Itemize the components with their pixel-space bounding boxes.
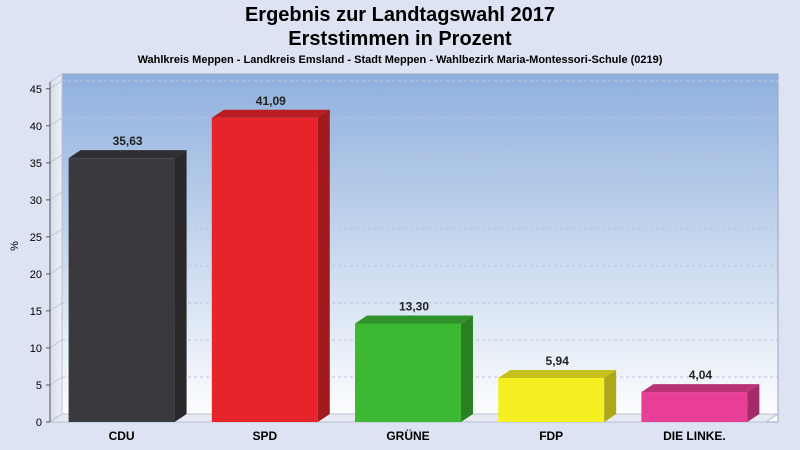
grid-line-wall (49, 191, 63, 201)
x-tick-label: FDP (539, 429, 563, 443)
y-tick-label: 0 (36, 417, 42, 429)
chart-subtitle: Erststimmen in Prozent (288, 28, 512, 50)
x-tick-label: DIE LINKE. (663, 429, 726, 443)
y-tick-label: 30 (30, 195, 42, 207)
bar-front (68, 158, 175, 422)
bar-side (604, 370, 617, 422)
grid-line-wall (49, 265, 63, 275)
grid-line-wall (49, 80, 63, 90)
x-tick-label: SPD (252, 429, 277, 443)
bar-value-label: 5,94 (546, 354, 570, 368)
bar-fdp: 5,94 (498, 354, 617, 422)
bar-top (498, 370, 617, 379)
y-tick-label: 25 (30, 232, 42, 244)
bar-front (211, 117, 318, 422)
x-tick-label: GRÜNE (386, 428, 429, 443)
x-tick-label: CDU (109, 429, 135, 443)
bar-value-label: 41,09 (256, 94, 286, 108)
bar-gr-ne: 13,30 (355, 300, 473, 422)
bar-side (174, 150, 187, 422)
y-tick-label: 35 (30, 158, 42, 170)
plot-left-wall (49, 73, 63, 423)
chart-title: Ergebnis zur Landtagswahl 2017 (244, 4, 556, 26)
bar-value-label: 13,30 (399, 300, 429, 314)
bar-die-linke: 4,04 (641, 368, 760, 422)
bar-value-label: 4,04 (689, 368, 713, 382)
bar-side (460, 315, 473, 422)
grid-lines (49, 80, 778, 386)
bar-top (211, 109, 330, 118)
bars: 35,63 41,09 13,30 5,94 4,04 (68, 94, 760, 422)
grid-line-wall (49, 339, 63, 349)
bar-top (355, 315, 473, 324)
bar-top (641, 384, 760, 393)
y-tick-label: 45 (30, 84, 42, 96)
grid-line-wall (49, 302, 63, 312)
bar-value-label: 35,63 (113, 134, 143, 148)
grid-line-wall (49, 376, 63, 386)
y-tick-label: 15 (30, 306, 42, 318)
y-tick-label: 10 (30, 343, 42, 355)
grid-line-wall (49, 228, 63, 238)
grid-line-wall (49, 117, 63, 127)
chart-caption: Wahlkreis Meppen - Landkreis Emsland - S… (137, 54, 663, 66)
y-tick-label: 40 (30, 121, 42, 133)
bar-spd: 41,09 (211, 94, 330, 422)
x-axis: CDU SPD GRÜNE FDP DIE LINKE. (109, 428, 726, 443)
bar-side (747, 384, 760, 422)
bar-front (641, 392, 748, 422)
bar-front (355, 323, 461, 422)
y-axis: 0 5 10 15 20 25 30 35 40 45 (30, 82, 51, 429)
bar-top (68, 150, 187, 159)
grid-line-wall (49, 154, 63, 164)
y-tick-label: 20 (30, 269, 42, 281)
bar-side (317, 109, 330, 422)
y-tick-label: 5 (36, 380, 42, 392)
bar-front (498, 378, 605, 422)
bar-cdu: 35,63 (68, 134, 187, 422)
